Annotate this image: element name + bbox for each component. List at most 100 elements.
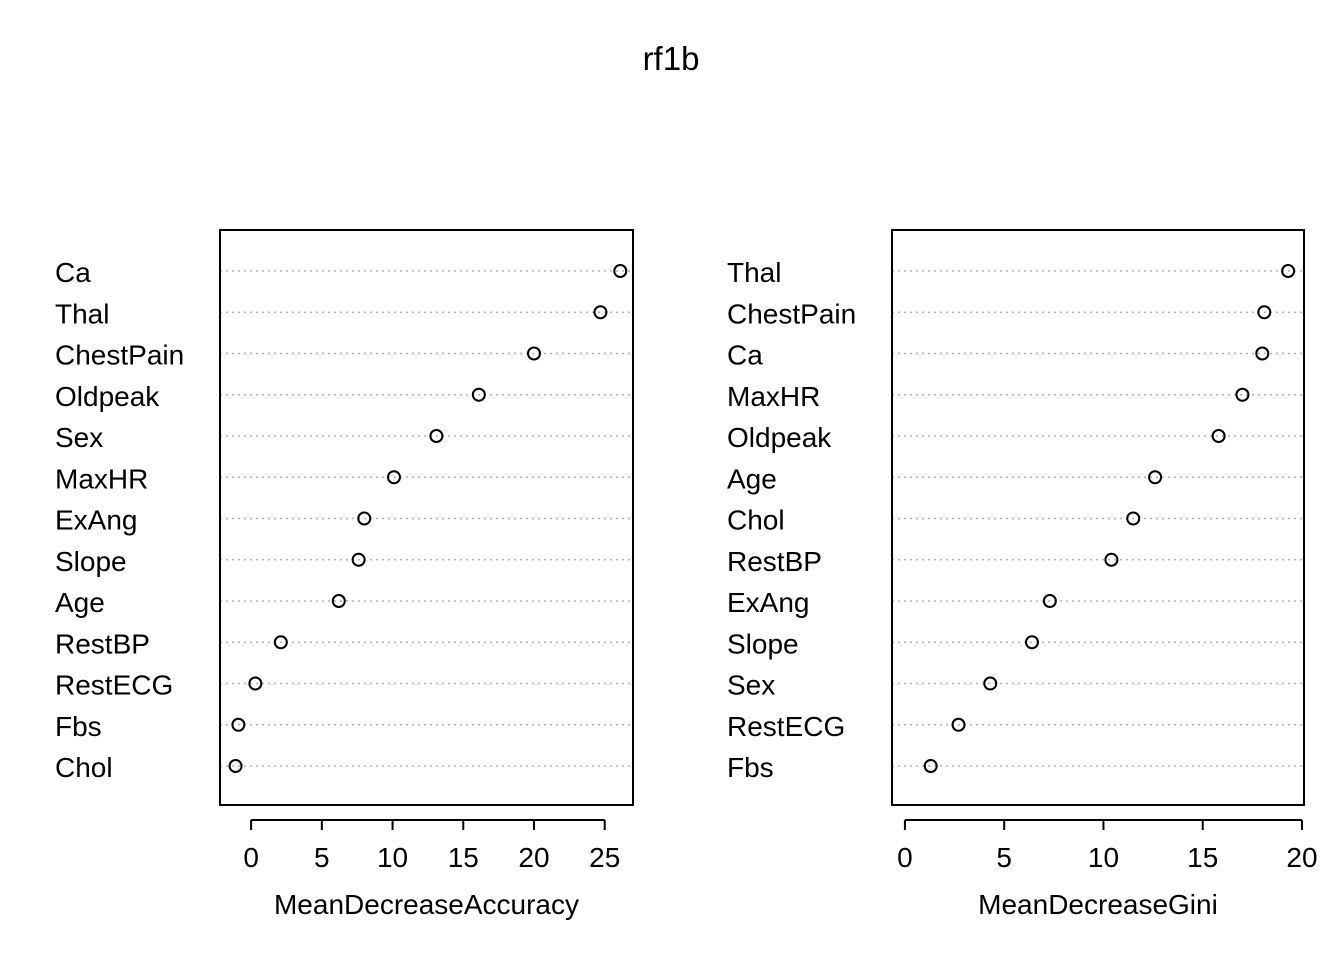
row-accuracy-oldpeak: Oldpeak (55, 381, 633, 412)
data-point (983, 676, 998, 691)
row-gini-chestpain: ChestPain (727, 298, 1304, 329)
data-point (429, 429, 444, 443)
row-label: Fbs (727, 752, 774, 783)
row-accuracy-age: Age (55, 587, 633, 618)
row-accuracy-chestpain: ChestPain (55, 340, 633, 371)
chart-title: rf1b (643, 40, 700, 77)
x-axis-label: MeanDecreaseGini (978, 889, 1218, 920)
row-accuracy-restbp: RestBP (55, 628, 633, 659)
plot-frame (219, 229, 634, 806)
data-point (526, 346, 541, 361)
row-label: Fbs (55, 711, 102, 742)
row-gini-maxhr: MaxHR (727, 381, 1304, 412)
data-point (923, 759, 938, 773)
row-gini-restbp: RestBP (727, 546, 1304, 577)
panel-mean-decrease-accuracy: Ca Thal ChestPain Oldpeak Sex MaxHR ExAng Slope… (55, 229, 634, 920)
row-gini-age: Age (727, 463, 1304, 494)
data-point (1126, 511, 1141, 526)
data-point (248, 676, 263, 691)
x-tick-label: 0 (243, 842, 259, 873)
row-gini-sex: Sex (727, 670, 1304, 701)
x-tick-label: 10 (377, 842, 408, 873)
row-label: Thal (55, 298, 109, 329)
row-label: RestBP (727, 546, 822, 577)
x-tick-label: 10 (1088, 842, 1119, 873)
row-label: ChestPain (727, 298, 856, 329)
data-point (1148, 470, 1163, 485)
data-point (1104, 552, 1119, 567)
row-gini-chol: Chol (727, 505, 1304, 536)
data-point (593, 305, 608, 320)
x-tick-label: 20 (518, 842, 549, 873)
data-point (351, 552, 366, 567)
data-point (951, 717, 966, 732)
row-accuracy-ca: Ca (55, 257, 633, 288)
row-label: Age (55, 587, 105, 618)
row-label: ExAng (727, 587, 810, 618)
data-point (1281, 264, 1296, 278)
data-point (1255, 346, 1270, 361)
data-point (357, 511, 372, 526)
row-gini-restecg: RestECG (727, 711, 1304, 742)
row-accuracy-sex: Sex (55, 422, 633, 453)
row-accuracy-maxhr: MaxHR (55, 463, 633, 494)
row-gini-ca: Ca (727, 340, 1304, 371)
x-tick-label: 5 (314, 842, 330, 873)
row-accuracy-restecg: RestECG (55, 670, 633, 701)
row-label: ExAng (55, 505, 138, 536)
x-tick-label: 15 (1187, 842, 1218, 873)
row-gini-oldpeak: Oldpeak (727, 422, 1304, 453)
x-tick-label: 15 (448, 842, 479, 873)
x-axis-label: MeanDecreaseAccuracy (274, 889, 579, 920)
row-label: RestECG (727, 711, 845, 742)
row-gini-fbs: Fbs (727, 752, 1304, 783)
plot-frame (891, 229, 1305, 806)
row-label: Ca (55, 257, 91, 288)
x-tick-label: 20 (1286, 842, 1317, 873)
row-label: MaxHR (55, 463, 148, 494)
data-point (1211, 429, 1226, 443)
x-tick-label: 5 (996, 842, 1012, 873)
row-gini-slope: Slope (727, 628, 1304, 659)
data-point (1042, 594, 1057, 608)
row-label: Oldpeak (727, 422, 832, 453)
row-label: RestECG (55, 670, 173, 701)
data-point (1257, 305, 1272, 320)
x-tick-label: 0 (897, 842, 913, 873)
data-point (386, 470, 401, 485)
row-label: Thal (727, 257, 781, 288)
row-label: Oldpeak (55, 381, 160, 412)
row-label: Sex (55, 422, 103, 453)
row-label: Chol (55, 752, 113, 783)
data-point (273, 635, 288, 650)
row-label: Sex (727, 670, 775, 701)
row-label: ChestPain (55, 340, 184, 371)
data-point (231, 717, 246, 732)
row-label: MaxHR (727, 381, 820, 412)
data-point (471, 387, 486, 402)
row-label: Slope (55, 546, 127, 577)
data-point (613, 264, 628, 278)
row-label: Chol (727, 505, 785, 536)
row-gini-thal: Thal (727, 257, 1304, 288)
data-point (331, 594, 346, 608)
data-point (1235, 387, 1250, 402)
data-point (228, 759, 243, 773)
row-label: RestBP (55, 628, 150, 659)
row-accuracy-fbs: Fbs (55, 711, 633, 742)
row-label: Age (727, 463, 777, 494)
x-tick-label: 25 (589, 842, 620, 873)
row-accuracy-slope: Slope (55, 546, 633, 577)
row-label: Ca (727, 340, 763, 371)
row-gini-exang: ExAng (727, 587, 1304, 618)
row-label: Slope (727, 628, 799, 659)
panel-mean-decrease-gini: Thal ChestPain Ca MaxHR Oldpeak Age Chol RestBP… (727, 229, 1318, 920)
row-accuracy-exang: ExAng (55, 505, 633, 536)
x-axis: 0 5 10 15 20 25 MeanDecreaseAccuracy (243, 819, 620, 920)
data-point (1024, 635, 1039, 650)
x-axis: 0 5 10 15 20 MeanDecreaseGini (897, 819, 1318, 920)
row-accuracy-chol: Chol (55, 752, 633, 783)
row-accuracy-thal: Thal (55, 298, 633, 329)
